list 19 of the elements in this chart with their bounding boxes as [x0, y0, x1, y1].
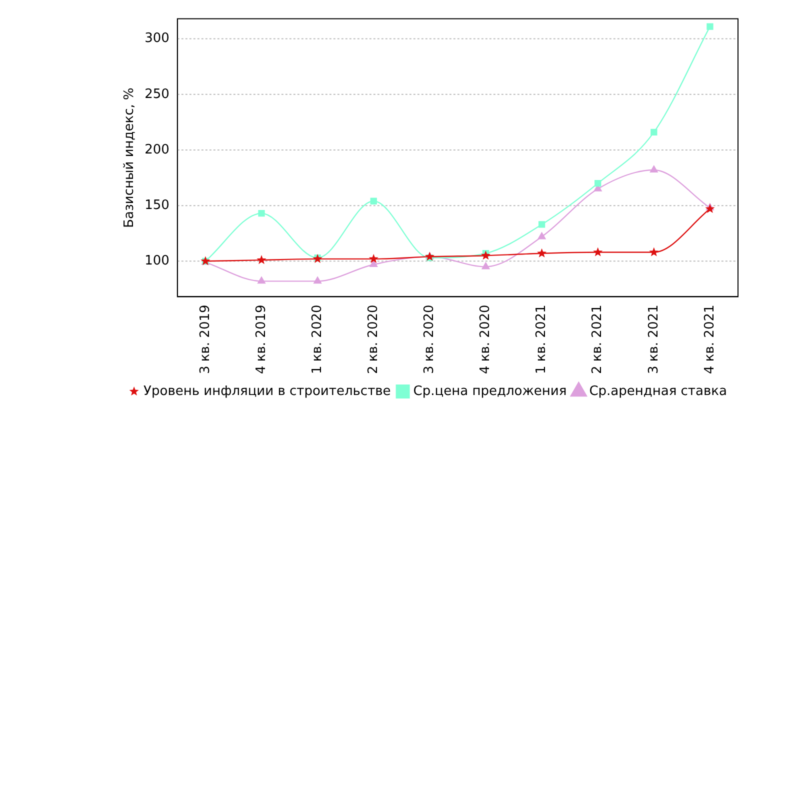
y-tick-label: 100: [144, 254, 170, 269]
x-tick-label: 4 кв. 2020: [478, 304, 494, 374]
x-tick-label: 3 кв. 2020: [422, 304, 438, 374]
x-tick-label: 4 кв. 2021: [702, 304, 718, 374]
x-tick-label: 2 кв. 2020: [366, 304, 381, 374]
x-tick-label: 3 кв. 2021: [646, 304, 662, 374]
legend-label: Уровень инфляции в строительстве: [144, 384, 391, 399]
legend-label: Ср.цена предложения: [413, 384, 567, 399]
y-tick-label: 300: [144, 31, 170, 46]
y-tick-label: 200: [144, 142, 170, 158]
x-tick-label: 1 кв. 2020: [310, 304, 325, 374]
legend-label: Ср.арендная ставка: [589, 384, 727, 399]
y-axis-title: Базисный индекс, %: [122, 88, 138, 228]
y-tick-label: 250: [144, 86, 170, 102]
y-tick-label: 150: [144, 198, 170, 213]
x-tick-label: 3 кв. 2019: [198, 304, 213, 374]
x-tick-label: 1 кв. 2021: [534, 304, 550, 374]
x-tick-label: 2 кв. 2021: [590, 304, 606, 374]
x-tick-label: 4 кв. 2019: [254, 304, 269, 374]
